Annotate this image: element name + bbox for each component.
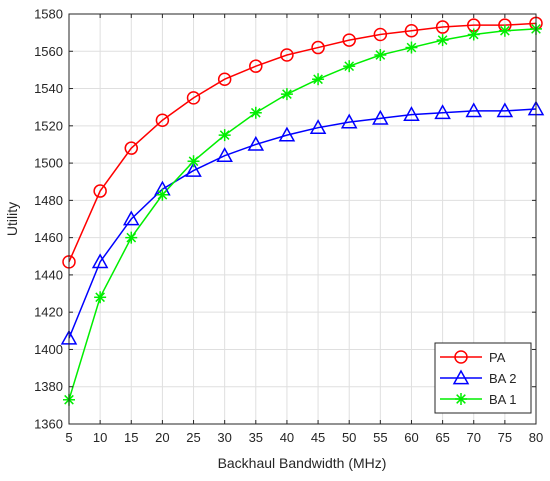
data-point-ba-2 (403, 106, 420, 121)
data-point-pa (124, 141, 139, 155)
x-tick-label: 15 (124, 430, 138, 445)
series-line-ba-1 (68, 28, 537, 400)
data-point-pa (217, 72, 232, 86)
y-tick-label: 1540 (34, 81, 63, 96)
data-point-ba-1 (280, 88, 293, 101)
y-tick-label: 1440 (34, 267, 63, 282)
y-tick-label: 1380 (34, 379, 63, 394)
y-tick-label: 1580 (34, 7, 63, 22)
data-point-pa (249, 59, 263, 73)
data-point-ba-2 (340, 113, 358, 129)
y-tick-label: 1460 (34, 230, 63, 245)
series-markers (60, 16, 545, 406)
x-tick-label: 60 (404, 430, 418, 445)
data-point-pa (155, 113, 170, 127)
data-point-pa (280, 48, 294, 62)
legend-item-pa: PA (440, 350, 506, 365)
series-line-pa (68, 22, 537, 263)
y-tick-label: 1520 (34, 118, 63, 133)
x-tick-label: 50 (342, 430, 356, 445)
x-tick-label: 45 (311, 430, 325, 445)
x-tick-label: 25 (186, 430, 200, 445)
legend-item-ba-2: BA 2 (440, 369, 516, 386)
data-point-pa (435, 20, 450, 34)
data-point-ba-1 (218, 129, 231, 142)
series-lines (68, 22, 537, 400)
data-point-ba-2 (465, 102, 483, 118)
data-point-ba-1 (467, 28, 480, 41)
x-tick-label: 75 (498, 430, 512, 445)
legend-marker (454, 350, 468, 364)
legend: PA BA 2 BA 1 (434, 342, 532, 414)
x-tick-label: 5 (65, 430, 72, 445)
x-tick-label: 40 (280, 430, 294, 445)
x-tick-label: 35 (249, 430, 263, 445)
x-tick-label: 20 (155, 430, 169, 445)
y-axis-tick-labels: 1360 1380 1400 1420 1440 1460 1480 1500 1520 1540… (34, 7, 63, 432)
data-point-ba-1 (249, 106, 262, 119)
y-axis-label: Utility (4, 202, 20, 236)
data-point-ba-1 (156, 188, 169, 201)
y-tick-label: 1500 (34, 156, 63, 171)
data-point-ba-1 (187, 155, 200, 168)
legend-label: BA 1 (489, 392, 516, 407)
data-point-ba-2 (278, 126, 296, 142)
data-point-ba-2 (185, 162, 202, 177)
x-tick-label: 80 (529, 430, 543, 445)
plot-frame (68, 13, 537, 425)
x-tick-label: 30 (217, 430, 231, 445)
data-point-ba-1 (125, 231, 138, 244)
legend-item-ba-1: BA 1 (440, 392, 516, 407)
data-point-ba-1 (343, 60, 356, 73)
data-point-ba-2 (91, 253, 109, 269)
axis-ticks (68, 13, 537, 425)
data-point-ba-2 (372, 109, 389, 125)
x-tick-label: 10 (93, 430, 107, 445)
data-point-pa (342, 33, 356, 47)
data-point-ba-2 (309, 119, 327, 135)
y-tick-label: 1560 (34, 44, 63, 59)
series-line-ba-2 (68, 108, 537, 339)
data-point-pa (373, 27, 388, 42)
legend-label: PA (489, 350, 506, 365)
x-tick-label: 70 (466, 430, 480, 445)
x-axis-label: Backhaul Bandwidth (MHz) (218, 455, 387, 471)
data-point-pa (311, 40, 325, 55)
data-point-ba-2 (434, 104, 451, 120)
x-tick-label: 65 (435, 430, 449, 445)
data-point-pa (93, 184, 107, 198)
data-point-ba-1 (498, 24, 511, 37)
data-point-ba-2 (496, 102, 514, 118)
x-tick-label: 55 (373, 430, 387, 445)
data-point-ba-1 (374, 49, 387, 61)
y-tick-label: 1420 (34, 305, 63, 320)
data-point-ba-2 (122, 210, 140, 226)
data-point-pa (186, 91, 201, 105)
legend-marker (452, 369, 470, 385)
data-point-ba-2 (216, 147, 233, 162)
y-tick-label: 1480 (34, 193, 63, 208)
y-tick-label: 1360 (34, 417, 63, 432)
data-point-ba-1 (436, 34, 449, 47)
data-point-ba-1 (94, 291, 107, 304)
data-point-ba-1 (312, 73, 325, 86)
x-axis-tick-labels: 5 10 15 20 25 30 35 40 45 50 55 60 65 70 75 80 (65, 430, 543, 445)
y-tick-label: 1400 (34, 342, 63, 357)
legend-marker (455, 393, 467, 405)
legend-label: BA 2 (489, 371, 516, 386)
data-point-pa (404, 24, 419, 38)
data-point-ba-1 (405, 41, 418, 54)
data-point-ba-2 (247, 135, 265, 151)
